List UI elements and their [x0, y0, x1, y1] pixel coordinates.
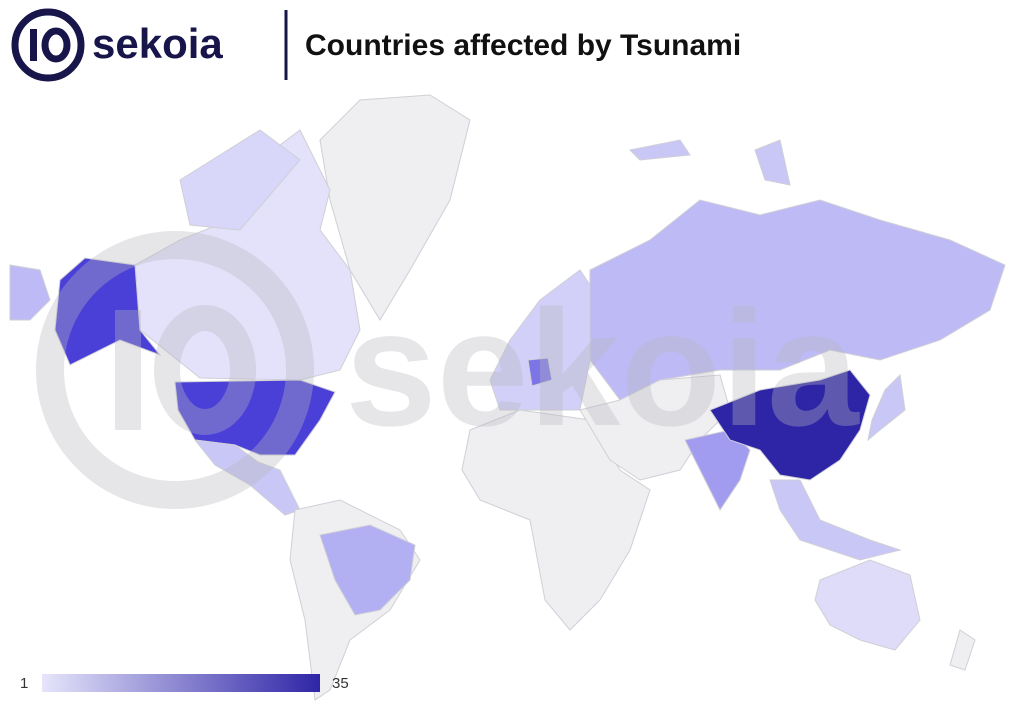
country [179, 129, 301, 231]
country [814, 559, 921, 651]
country [628, 139, 691, 161]
logo-text: sekoia [92, 20, 223, 67]
watermark [36, 231, 314, 509]
map [9, 94, 1006, 701]
country [769, 479, 902, 561]
country [319, 524, 416, 616]
logo-icon [11, 8, 85, 82]
country [709, 369, 871, 481]
land [579, 374, 731, 481]
country [174, 379, 336, 456]
land [949, 629, 976, 671]
legend-scale [42, 674, 320, 692]
country [54, 257, 162, 366]
land [319, 94, 471, 321]
watermark-text: sekoia [345, 276, 860, 460]
country [527, 357, 553, 387]
country [867, 373, 906, 442]
title: Countries affected by Tsunami [305, 29, 741, 62]
legend-max: 35 [332, 675, 349, 692]
legend-min: 1 [20, 675, 28, 692]
country [754, 139, 791, 186]
country [9, 264, 51, 321]
